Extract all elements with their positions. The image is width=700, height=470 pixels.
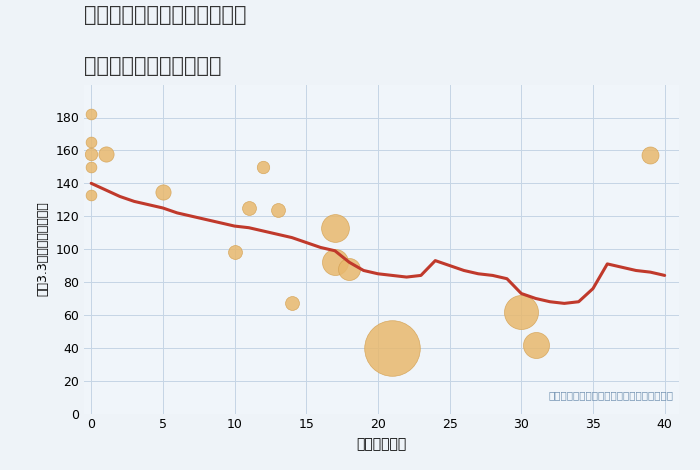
Text: 神奈川県横浜市南区共進町の: 神奈川県横浜市南区共進町の [84, 5, 246, 25]
Point [344, 265, 355, 273]
Point [329, 224, 340, 232]
Point [530, 341, 541, 348]
Point [272, 206, 284, 213]
Text: 築年数別中古戸建て価格: 築年数別中古戸建て価格 [84, 56, 221, 77]
Point [100, 150, 111, 157]
Point [85, 110, 97, 118]
Point [258, 163, 269, 171]
Point [329, 258, 340, 266]
Point [85, 138, 97, 146]
X-axis label: 築年数（年）: 築年数（年） [356, 437, 407, 451]
Point [516, 308, 527, 315]
Point [386, 344, 398, 352]
Point [645, 151, 656, 159]
Point [229, 249, 240, 256]
Point [85, 191, 97, 198]
Point [85, 150, 97, 157]
Point [158, 188, 169, 196]
Point [244, 204, 255, 212]
Point [85, 163, 97, 171]
Point [286, 300, 297, 307]
Y-axis label: 坪（3.3㎡）単価（万円）: 坪（3.3㎡）単価（万円） [36, 202, 50, 297]
Text: 円の大きさは、取引のあった物件面積を示す: 円の大きさは、取引のあった物件面積を示す [548, 391, 673, 400]
